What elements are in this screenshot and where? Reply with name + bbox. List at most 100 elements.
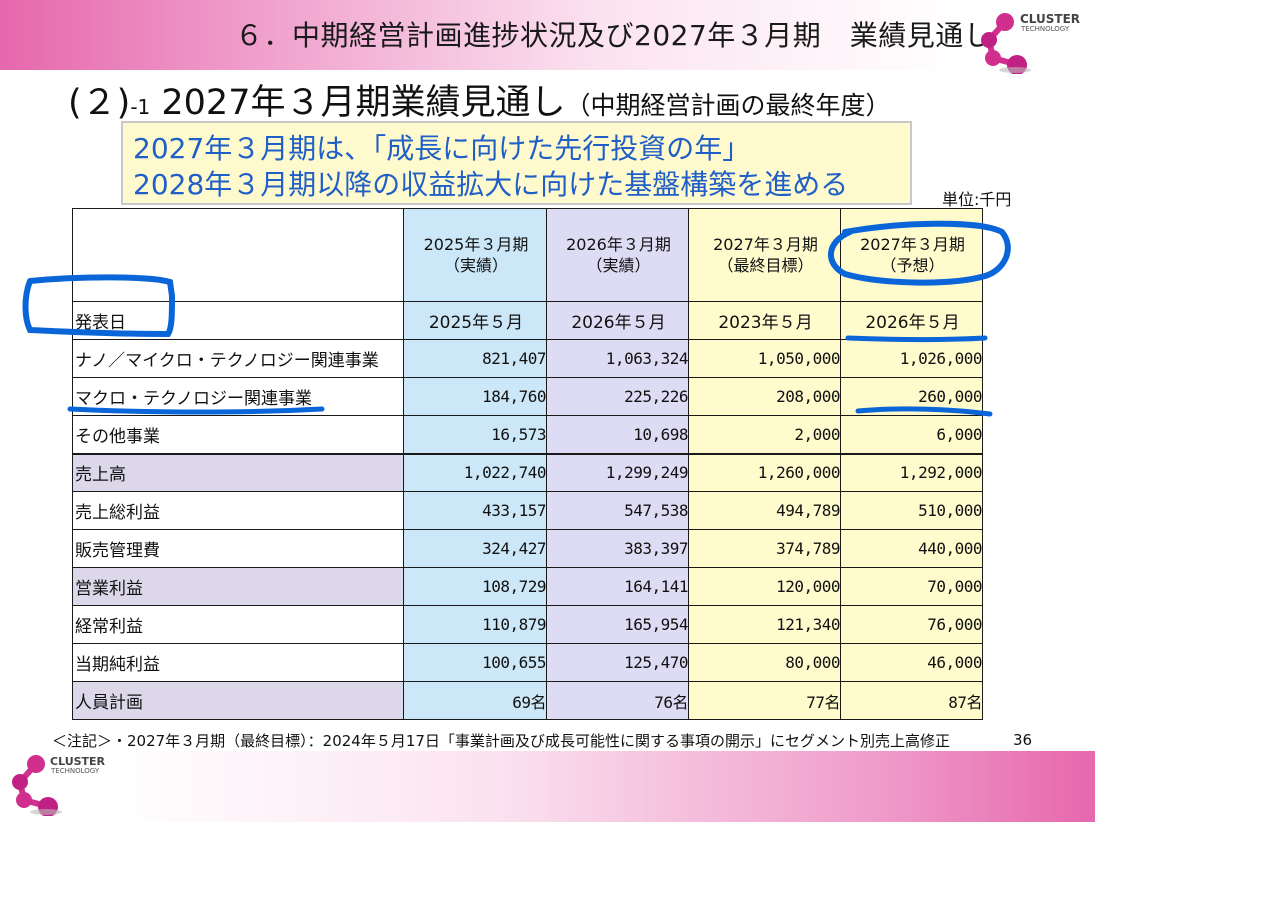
- header-band: [0, 0, 1095, 70]
- logo-subtext: TECHNOLOGY: [51, 767, 100, 775]
- value-cell: 383,397: [546, 529, 689, 568]
- callout-line-1: 2027年３月期は、「成長に向けた先行投資の年」: [133, 132, 751, 165]
- column-header: 2026年３月期 （実績）: [546, 208, 689, 302]
- date-row: 発表日 2025年５月 2026年５月 2023年５月 2026年５月: [72, 301, 983, 340]
- table-row-highlight: 営業利益 108,729 164,141 120,000 70,000: [72, 567, 983, 606]
- value-cell: 433,157: [403, 491, 547, 530]
- value-cell: 374,789: [688, 529, 841, 568]
- section-heading: 2027年３月期業績見通し: [150, 83, 566, 123]
- footer-band: [0, 751, 1095, 822]
- value-cell: 80,000: [688, 643, 841, 682]
- molecule-logo-icon: [981, 13, 1031, 75]
- date-cell: 2025年５月: [403, 301, 547, 340]
- date-cell: 2026年５月: [546, 301, 689, 340]
- value-cell: 87名: [840, 681, 983, 720]
- value-cell: 121,340: [688, 605, 841, 644]
- value-cell: 821,407: [403, 339, 547, 378]
- date-cell: 2023年５月: [688, 301, 841, 340]
- value-cell: 1,050,000: [688, 339, 841, 378]
- value-cell: 208,000: [688, 377, 841, 416]
- forecast-table: 2025年３月期 （実績） 2026年３月期 （実績） 2027年３月期 （最終目標）…: [72, 208, 983, 720]
- table-row: ナノ／マイクロ・テクノロジー関連事業 821,407 1,063,324 1,0…: [72, 339, 983, 378]
- row-label: 経常利益: [72, 605, 404, 644]
- table-row: 販売管理費 324,427 383,397 374,789 440,000: [72, 529, 983, 568]
- table-header-row: 2025年３月期 （実績） 2026年３月期 （実績） 2027年３月期 （最終目標）…: [72, 208, 983, 302]
- value-cell: 260,000: [840, 377, 983, 416]
- unit-label: 単位:千円: [942, 190, 1012, 209]
- row-label: ナノ／マイクロ・テクノロジー関連事業: [72, 339, 404, 378]
- table-row: 経常利益 110,879 165,954 121,340 76,000: [72, 605, 983, 644]
- molecule-logo-icon: [12, 755, 62, 817]
- table-row: 売上総利益 433,157 547,538 494,789 510,000: [72, 491, 983, 530]
- table-row: その他事業 16,573 10,698 2,000 6,000: [72, 415, 983, 454]
- table-row: マクロ・テクノロジー関連事業 184,760 225,226 208,000 2…: [72, 377, 983, 416]
- value-cell: 1,260,000: [688, 452, 841, 492]
- logo-wordmark: CLUSTER: [50, 755, 106, 768]
- company-logo-footer: CLUSTER TECHNOLOGY: [6, 752, 116, 817]
- logo-subtext: TECHNOLOGY: [1021, 25, 1070, 33]
- row-label: 人員計画: [72, 681, 404, 720]
- column-header: 2025年３月期 （実績）: [403, 208, 547, 302]
- row-label: 発表日: [72, 301, 404, 340]
- value-cell: 1,022,740: [403, 452, 547, 492]
- value-cell: 324,427: [403, 529, 547, 568]
- page-number: 36: [1013, 731, 1033, 749]
- value-cell: 70,000: [840, 567, 983, 606]
- header-empty-cell: [72, 208, 404, 302]
- column-type: （最終目標）: [717, 256, 814, 275]
- table-row: 当期純利益 100,655 125,470 80,000 46,000: [72, 643, 983, 682]
- value-cell: 225,226: [546, 377, 689, 416]
- section-number: (２): [68, 83, 131, 123]
- row-label: マクロ・テクノロジー関連事業: [72, 377, 404, 416]
- company-logo: CLUSTER TECHNOLOGY: [975, 10, 1085, 75]
- callout-line-2: 2028年３月期以降の収益拡大に向けた基盤構築を進める: [133, 168, 849, 201]
- row-label: 売上高: [72, 452, 404, 492]
- value-cell: 76名: [546, 681, 689, 720]
- table-row-highlight: 人員計画 69名 76名 77名 87名: [72, 681, 983, 720]
- value-cell: 165,954: [546, 605, 689, 644]
- page-title: ６．中期経営計画進捗状況及び2027年３月期 業績見通し: [235, 19, 993, 52]
- value-cell: 184,760: [403, 377, 547, 416]
- value-cell: 125,470: [546, 643, 689, 682]
- value-cell: 510,000: [840, 491, 983, 530]
- row-label: 当期純利益: [72, 643, 404, 682]
- value-cell: 110,879: [403, 605, 547, 644]
- column-year: 2026年３月期: [566, 235, 671, 254]
- value-cell: 16,573: [403, 415, 547, 454]
- column-type: （実績）: [586, 256, 651, 275]
- value-cell: 120,000: [688, 567, 841, 606]
- value-cell: 494,789: [688, 491, 841, 530]
- column-header: 2027年３月期 （最終目標）: [688, 208, 841, 302]
- value-cell: 547,538: [546, 491, 689, 530]
- column-year: 2027年３月期: [860, 235, 965, 254]
- row-label: 販売管理費: [72, 529, 404, 568]
- value-cell: 77名: [688, 681, 841, 720]
- column-type: （予想）: [880, 256, 945, 275]
- section-title: (２)-1 2027年３月期業績見通し（中期経営計画の最終年度）: [68, 74, 890, 125]
- column-year: 2027年３月期: [713, 235, 818, 254]
- logo-wordmark: CLUSTER: [1020, 12, 1081, 26]
- value-cell: 440,000: [840, 529, 983, 568]
- column-year: 2025年３月期: [423, 235, 529, 254]
- footnote: ＜注記＞・2027年３月期（最終目標）：2024年５月17日「事業計画及び成長可…: [52, 732, 950, 750]
- value-cell: 1,026,000: [840, 339, 983, 378]
- row-label: その他事業: [72, 415, 404, 454]
- value-cell: 100,655: [403, 643, 547, 682]
- value-cell: 1,299,249: [546, 452, 689, 492]
- value-cell: 69名: [403, 681, 547, 720]
- value-cell: 46,000: [840, 643, 983, 682]
- value-cell: 164,141: [546, 567, 689, 606]
- callout-box: 2027年３月期は、「成長に向けた先行投資の年」 2028年３月期以降の収益拡大…: [121, 121, 912, 205]
- section-subtitle: （中期経営計画の最終年度）: [565, 91, 891, 120]
- row-label: 売上総利益: [72, 491, 404, 530]
- value-cell: 108,729: [403, 567, 547, 606]
- value-cell: 6,000: [840, 415, 983, 454]
- value-cell: 2,000: [688, 415, 841, 454]
- value-cell: 10,698: [546, 415, 689, 454]
- value-cell: 76,000: [840, 605, 983, 644]
- date-cell: 2026年５月: [840, 301, 983, 340]
- table-row-highlight: 売上高 1,022,740 1,299,249 1,260,000 1,292,…: [72, 452, 983, 492]
- value-cell: 1,292,000: [840, 452, 983, 492]
- section-index: -1: [130, 95, 151, 119]
- column-type: （実績）: [443, 256, 508, 275]
